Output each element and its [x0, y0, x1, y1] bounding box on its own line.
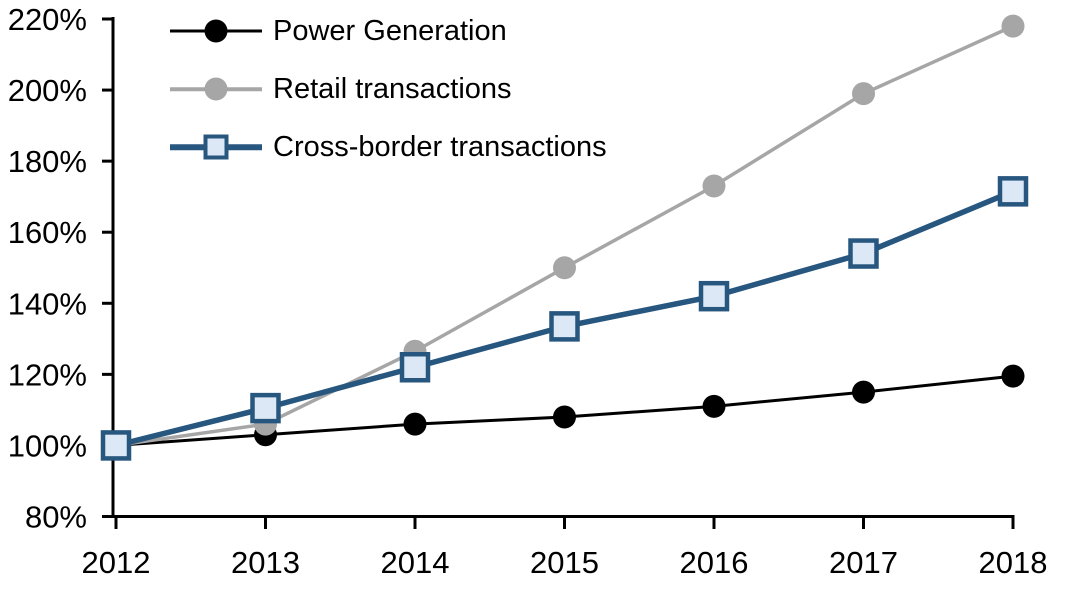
x-tick-label: 2018 — [979, 545, 1048, 580]
legend-swatch-retail-transactions — [170, 75, 262, 103]
legend-circle-marker-icon — [204, 19, 228, 43]
data-point-cross-border-transactions-2017 — [848, 238, 879, 269]
y-tick-label: 220% — [8, 2, 87, 37]
legend-label-power-generation: Power Generation — [273, 14, 507, 47]
data-point-retail-transactions-2018 — [1001, 14, 1025, 38]
y-tick-label: 180% — [8, 144, 87, 179]
data-point-power-generation-2017 — [852, 380, 875, 404]
x-tick-label: 2012 — [82, 545, 151, 580]
data-point-cross-border-transactions-2012 — [100, 430, 132, 461]
y-tick-label: 140% — [8, 286, 87, 321]
legend-item-power-generation: Power Generation — [170, 2, 607, 60]
y-tick-label: 200% — [8, 73, 87, 108]
data-point-cross-border-transactions-2016 — [698, 280, 730, 312]
y-tick-label: 100% — [8, 428, 87, 463]
legend-square-marker-icon — [203, 134, 229, 160]
y-tick-label: 120% — [8, 357, 87, 392]
legend-swatch-power-generation — [170, 17, 262, 45]
chart-legend: Power Generation Retail transactions Cro… — [170, 2, 607, 176]
data-point-power-generation-2018 — [1001, 364, 1025, 388]
data-point-power-generation-2015 — [553, 405, 576, 429]
data-point-cross-border-transactions-2018 — [997, 176, 1029, 207]
x-tick-label: 2013 — [231, 545, 300, 580]
data-point-retail-transactions-2015 — [553, 256, 576, 280]
y-tick-label: 160% — [8, 215, 87, 250]
data-point-cross-border-transactions-2014 — [399, 352, 431, 383]
x-tick-label: 2016 — [680, 545, 749, 580]
legend-swatch-cross-border-transactions — [170, 133, 262, 161]
x-tick-label: 2017 — [829, 545, 898, 580]
legend-label-retail-transactions: Retail transactions — [273, 72, 512, 105]
legend-circle-marker-icon — [204, 77, 228, 101]
data-point-cross-border-transactions-2013 — [250, 392, 281, 424]
data-point-retail-transactions-2016 — [702, 174, 726, 198]
legend-label-cross-border-transactions: Cross-border transactions — [273, 130, 607, 163]
y-tick-label: 80% — [25, 500, 87, 535]
legend-item-cross-border-transactions: Cross-border transactions — [170, 118, 607, 176]
data-point-cross-border-transactions-2015 — [549, 311, 580, 342]
x-tick-label: 2015 — [530, 545, 599, 580]
data-point-retail-transactions-2017 — [852, 82, 875, 106]
x-tick-label: 2014 — [381, 545, 450, 580]
data-point-power-generation-2014 — [403, 412, 427, 436]
data-point-power-generation-2016 — [702, 394, 726, 418]
legend-item-retail-transactions: Retail transactions — [170, 60, 607, 118]
